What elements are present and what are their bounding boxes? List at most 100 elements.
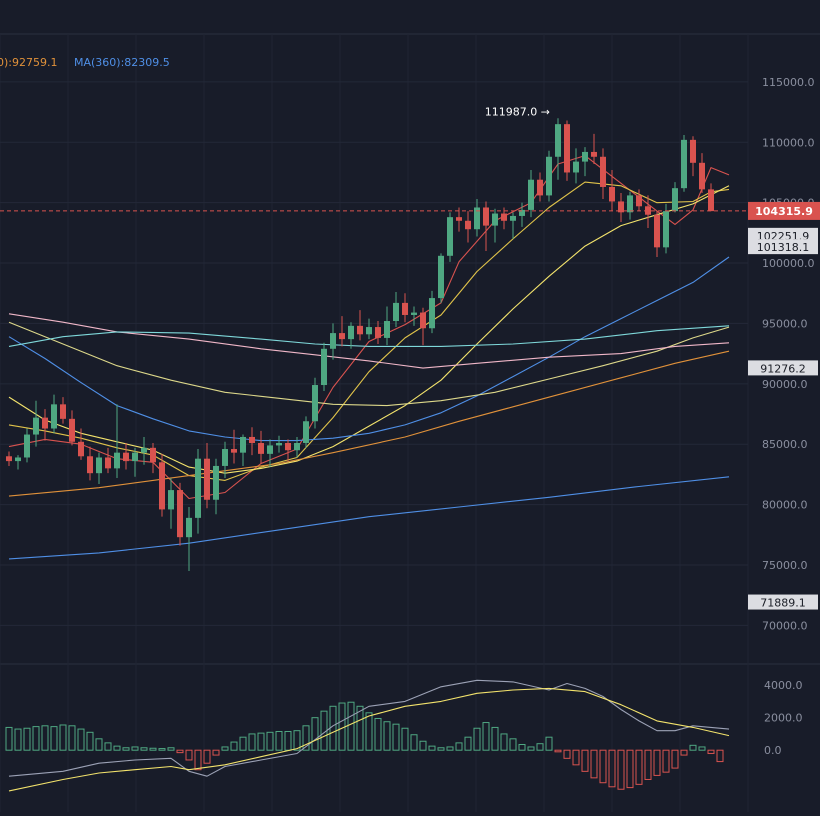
- candle-body: [636, 195, 642, 207]
- candle-body: [69, 418, 75, 442]
- candle-body: [150, 447, 156, 463]
- candle-body: [87, 456, 93, 474]
- macd-histogram-bar: [365, 712, 373, 751]
- macd-histogram-bar: [374, 717, 382, 751]
- candle-body: [204, 458, 210, 500]
- macd-histogram-bar: [167, 747, 175, 751]
- candle-layer: [6, 118, 714, 571]
- candle-body: [51, 404, 57, 429]
- candle-body: [132, 452, 138, 462]
- candle-body: [114, 452, 120, 469]
- candle-body: [690, 139, 696, 163]
- candle-body: [438, 255, 444, 299]
- macd-histogram-bar: [482, 722, 490, 751]
- price-tick-label: 110000.0: [762, 136, 815, 149]
- macd-histogram-bar: [437, 747, 445, 751]
- price-label-text: 91276.2: [760, 362, 806, 375]
- candle-body: [177, 490, 183, 538]
- candle-body: [6, 456, 12, 462]
- candle-body: [231, 449, 237, 453]
- candle-body: [573, 161, 579, 173]
- candle-body: [78, 441, 84, 457]
- candle-body: [321, 348, 327, 386]
- macd-histogram-bar: [473, 727, 481, 751]
- candle-body: [465, 220, 471, 230]
- macd-histogram-bar: [383, 721, 391, 751]
- candle-body: [411, 312, 417, 315]
- moving-average-line: [8, 321, 730, 407]
- macd-histogram-bar: [149, 747, 157, 751]
- candle-body: [510, 215, 516, 221]
- macd-histogram-bar: [401, 727, 409, 751]
- candle-body: [249, 436, 255, 443]
- candle-body: [483, 207, 489, 226]
- macd-histogram-bar: [257, 732, 265, 751]
- macd-histogram-bar: [635, 749, 643, 785]
- candle-body: [591, 151, 597, 157]
- macd-histogram-bar: [464, 736, 472, 751]
- macd-histogram-bar: [140, 747, 148, 751]
- moving-average-line: [8, 185, 730, 474]
- macd-histogram-bar: [212, 749, 220, 756]
- candle-body: [402, 302, 408, 315]
- price-tick-label: 80000.0: [762, 499, 808, 512]
- candle-body: [141, 447, 147, 453]
- macd-histogram-bar: [311, 717, 319, 751]
- macd-histogram-bar: [77, 728, 85, 751]
- label-layer: 102251.9101318.191276.271889.1104315.911…: [0, 56, 820, 610]
- macd-histogram-bar: [608, 749, 616, 788]
- macd-line: [8, 687, 730, 792]
- current-price-box: [748, 201, 820, 220]
- candle-body: [60, 404, 66, 419]
- macd-histogram-bar: [410, 734, 418, 751]
- candle-body: [627, 195, 633, 213]
- macd-histogram-bar: [194, 749, 202, 771]
- macd-tick-label: 2000.0: [764, 712, 803, 725]
- candle-body: [420, 312, 426, 329]
- candle-body: [303, 421, 309, 443]
- price-tick-label: 75000.0: [762, 559, 808, 572]
- macd-histogram-bar: [59, 724, 67, 751]
- price-tick-label: 85000.0: [762, 438, 808, 451]
- candle-body: [186, 517, 192, 538]
- macd-histogram-bar: [491, 726, 499, 751]
- macd-histogram-bar: [509, 738, 517, 751]
- macd-histogram-bar: [347, 701, 355, 751]
- macd-histogram-bar: [428, 745, 436, 751]
- price-label-box: [748, 594, 818, 610]
- candle-body: [501, 213, 507, 221]
- candle-body: [168, 490, 174, 510]
- candle-body: [276, 442, 282, 446]
- candle-body: [195, 458, 201, 518]
- macd-histogram-bar: [707, 749, 715, 754]
- candle-body: [312, 385, 318, 422]
- macd-histogram-bar: [50, 726, 58, 751]
- candle-body: [348, 325, 354, 340]
- macd-histogram-bar: [41, 725, 49, 751]
- candle-body: [366, 327, 372, 335]
- price-label-box: [748, 360, 818, 376]
- macd-tick-label: 4000.0: [764, 679, 803, 692]
- candle-body: [537, 179, 543, 196]
- moving-average-line: [8, 476, 730, 560]
- macd-histogram-bar: [455, 742, 463, 751]
- candle-body: [681, 139, 687, 189]
- candle-body: [609, 186, 615, 202]
- candle-body: [96, 457, 102, 474]
- candle-body: [699, 162, 705, 190]
- candle-body: [600, 156, 606, 187]
- macd-histogram-bar: [221, 746, 229, 751]
- macd-histogram-bar: [599, 749, 607, 784]
- macd-histogram-bar: [392, 723, 400, 751]
- candle-body: [213, 465, 219, 500]
- macd-histogram-bar: [122, 747, 130, 751]
- macd-histogram-bar: [266, 731, 274, 751]
- macd-histogram-bar: [86, 731, 94, 751]
- macd-histogram-bar: [104, 742, 112, 751]
- macd-histogram-bar: [572, 749, 580, 766]
- candle-body: [564, 124, 570, 173]
- macd-histogram-bar: [5, 726, 13, 751]
- candle-body: [222, 449, 228, 466]
